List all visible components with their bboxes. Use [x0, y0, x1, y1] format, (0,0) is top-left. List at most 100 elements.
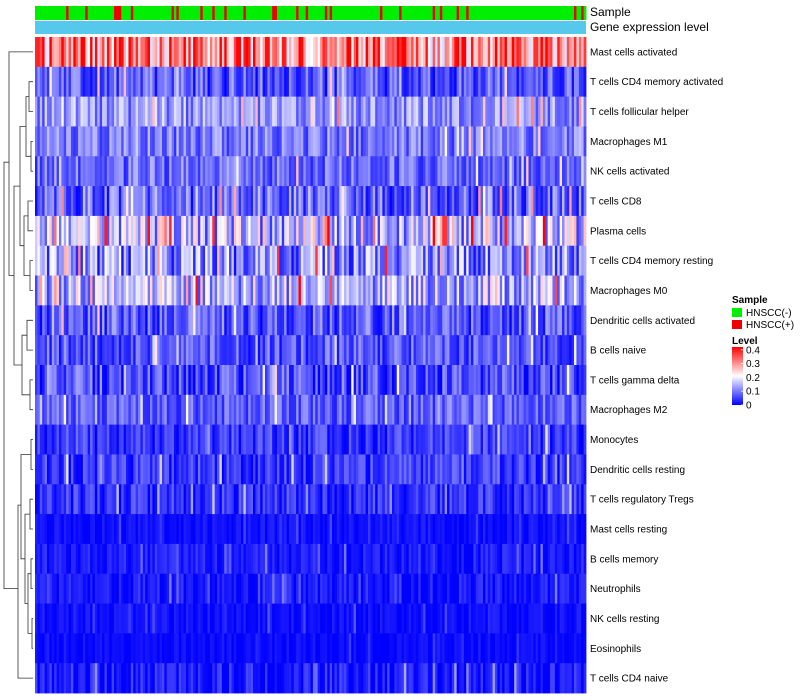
heatmap-cell	[430, 484, 434, 515]
heatmap-cell	[310, 335, 314, 366]
heatmap-cell	[142, 37, 146, 68]
heatmap-cell	[80, 633, 84, 664]
heatmap-cell	[300, 96, 304, 127]
heatmap-cell	[451, 156, 455, 187]
heatmap-cell	[327, 543, 331, 575]
heatmap-cell	[435, 603, 438, 634]
heatmap-cell	[226, 275, 230, 306]
heatmap-cell	[461, 215, 465, 247]
heatmap-cell	[114, 454, 117, 485]
sample-annotation-cell	[468, 6, 472, 20]
sample-annotation-cell	[166, 6, 170, 20]
heatmap-cell	[226, 484, 230, 515]
heatmap-cell	[566, 424, 570, 455]
heatmap-cell	[161, 126, 165, 157]
heatmap-cell	[408, 245, 412, 276]
heatmap-cell	[506, 424, 510, 455]
heatmap-cell	[193, 245, 196, 276]
heatmap-cell	[118, 37, 122, 68]
heatmap-cell	[370, 633, 374, 664]
heatmap-cell	[231, 603, 235, 634]
heatmap-cell	[284, 365, 287, 396]
heatmap-cell	[571, 573, 575, 604]
heatmap-cell	[427, 275, 431, 306]
heatmap-cell	[238, 305, 242, 336]
heatmap-cell	[391, 365, 395, 396]
heatmap-cell	[552, 573, 556, 604]
heatmap-cell	[188, 454, 192, 485]
heatmap-cell	[382, 96, 386, 127]
heatmap-cell	[540, 365, 544, 396]
heatmap-cell	[494, 275, 498, 306]
heatmap-cell	[288, 484, 292, 515]
heatmap-cell	[578, 365, 582, 396]
heatmap-cell	[279, 603, 283, 634]
heatmap-cell	[571, 454, 575, 485]
dendrogram-branch	[20, 454, 31, 560]
heatmap-cell	[370, 156, 374, 187]
heatmap-cell	[185, 543, 189, 575]
heatmap-cell	[236, 394, 240, 426]
heatmap-cell	[310, 305, 314, 336]
heatmap-cell	[514, 514, 517, 545]
heatmap-cell	[332, 454, 335, 485]
heatmap-cell	[583, 424, 587, 455]
heatmap-cell	[214, 96, 218, 127]
heatmap-cell	[114, 335, 117, 366]
heatmap-cell	[214, 215, 218, 247]
sample-annotation-cell	[344, 6, 347, 20]
heatmap-cell	[317, 215, 321, 247]
heatmap-cell	[209, 365, 213, 396]
heatmap-cell	[324, 156, 328, 187]
heatmap-cell	[243, 186, 247, 217]
heatmap-cell	[231, 365, 235, 396]
heatmap-cell	[243, 633, 247, 664]
heatmap-cell	[408, 394, 412, 426]
heatmap-cell	[523, 96, 527, 127]
heatmap-cell	[492, 126, 496, 157]
heatmap-cell	[296, 305, 299, 336]
heatmap-cell	[145, 394, 148, 426]
heatmap-cell	[224, 573, 228, 604]
heatmap-cell	[324, 394, 328, 426]
heatmap-cell	[368, 484, 371, 515]
heatmap-cell	[444, 543, 448, 575]
heatmap-cell	[200, 633, 204, 664]
heatmap-cell	[233, 514, 237, 545]
heatmap-cell	[353, 156, 357, 187]
heatmap-cell	[370, 424, 374, 455]
heatmap-cell	[224, 394, 228, 426]
heatmap-cell	[188, 305, 192, 336]
heatmap-cell	[37, 305, 41, 336]
heatmap-cell	[257, 66, 261, 98]
heatmap-cell	[133, 275, 137, 306]
heatmap-cell	[516, 543, 520, 575]
heatmap-cell	[437, 156, 441, 187]
heatmap-cell	[415, 573, 419, 604]
heatmap-cell	[255, 96, 259, 127]
heatmap-cell	[133, 633, 137, 664]
heatmap-cell	[75, 245, 79, 276]
heatmap-cell	[492, 573, 496, 604]
heatmap-cell	[564, 66, 568, 98]
sample-annotation-cell	[492, 6, 496, 20]
heatmap-cell	[214, 365, 218, 396]
heatmap-cell	[231, 484, 235, 515]
heatmap-cell	[478, 365, 481, 396]
heatmap-cell	[528, 484, 532, 515]
heatmap-cell	[468, 275, 472, 306]
heatmap-cell	[226, 603, 230, 634]
heatmap-cell	[288, 245, 292, 276]
heatmap-cell	[296, 484, 299, 515]
heatmap-cell	[334, 484, 338, 515]
heatmap-cell	[111, 335, 115, 366]
heatmap-cell	[190, 633, 194, 664]
heatmap-cell	[39, 394, 43, 426]
heatmap-cell	[562, 37, 565, 68]
heatmap-cell	[123, 424, 127, 455]
heatmap-cell	[221, 215, 225, 247]
heatmap-cell	[274, 633, 278, 664]
heatmap-cell	[456, 275, 460, 306]
heatmap-cell	[224, 215, 228, 247]
heatmap-cell	[377, 275, 381, 306]
